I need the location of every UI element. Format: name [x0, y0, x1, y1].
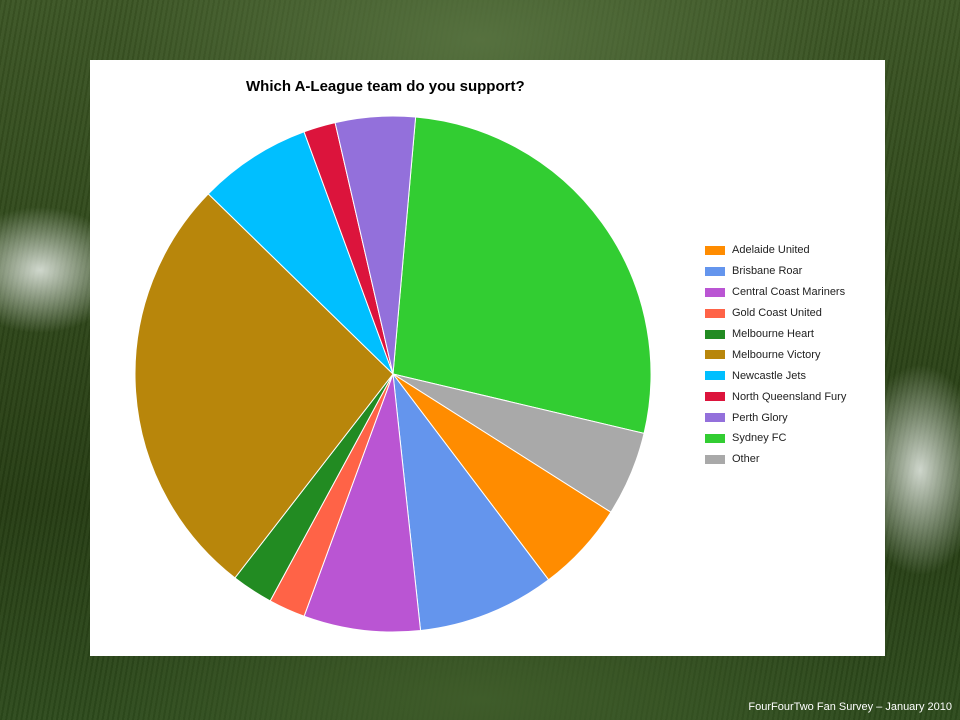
chart-panel: Which A-League team do you support? Adel… [90, 60, 885, 656]
pie-slice-brisbane-roar [392, 372, 550, 632]
pie-chart [134, 115, 652, 633]
legend-item-brisbane-roar: Brisbane Roar [705, 261, 846, 282]
legend-label: Perth Glory [732, 411, 788, 424]
legend-swatch [705, 413, 725, 423]
survey-caption: FourFourTwo Fan Survey – January 2010 [748, 701, 952, 713]
legend-item-newcastle-jets: Newcastle Jets [705, 365, 846, 386]
legend-label: Sydney FC [732, 432, 787, 445]
legend-swatch [705, 287, 725, 297]
pie-slice-sydney-fc [392, 116, 652, 435]
legend-swatch [705, 329, 725, 339]
legend-label: Melbourne Heart [732, 328, 814, 340]
legend-swatch [705, 433, 725, 443]
legend-item-melbourne-victory: Melbourne Victory [705, 344, 846, 365]
legend-item-north-queensland-fury: North Queensland Fury [705, 386, 846, 407]
legend-swatch [705, 350, 725, 360]
legend-swatch [705, 308, 725, 318]
legend-item-central-coast-mariners: Central Coast Mariners [705, 282, 846, 303]
pie-slice-newcastle-jets [207, 131, 394, 375]
legend-label: Newcastle Jets [732, 369, 806, 382]
legend-item-melbourne-heart: Melbourne Heart [705, 324, 846, 345]
legend-label: Melbourne Victory [732, 348, 821, 361]
chart-legend: Adelaide United Brisbane Roar Central Coas… [705, 240, 846, 470]
pie-slice-central-coast-mariners [303, 373, 422, 633]
legend-item-perth-glory: Perth Glory [705, 407, 846, 428]
pie-slices [134, 115, 652, 633]
legend-swatch [705, 266, 725, 276]
legend-swatch [705, 454, 725, 464]
legend-label: North Queensland Fury [732, 390, 847, 403]
legend-label: Central Coast Mariners [732, 286, 846, 299]
legend-label: Other [732, 453, 760, 466]
legend-item-gold-coast-united: Gold Coast United [705, 303, 846, 324]
legend-item-sydney-fc: Sydney FC [705, 428, 846, 449]
pie-slice-melbourne-victory [134, 193, 394, 579]
legend-swatch [705, 371, 725, 381]
legend-swatch [705, 245, 725, 255]
pie-slice-perth-glory [334, 115, 417, 375]
legend-label: Adelaide United [732, 244, 810, 257]
legend-item-adelaide-united: Adelaide United [705, 240, 846, 261]
legend-label: Gold Coast United [732, 307, 822, 320]
legend-label: Brisbane Roar [732, 265, 803, 278]
chart-title: Which A-League team do you support? [246, 78, 525, 95]
legend-item-other: Other [705, 449, 846, 470]
legend-swatch [705, 392, 725, 402]
